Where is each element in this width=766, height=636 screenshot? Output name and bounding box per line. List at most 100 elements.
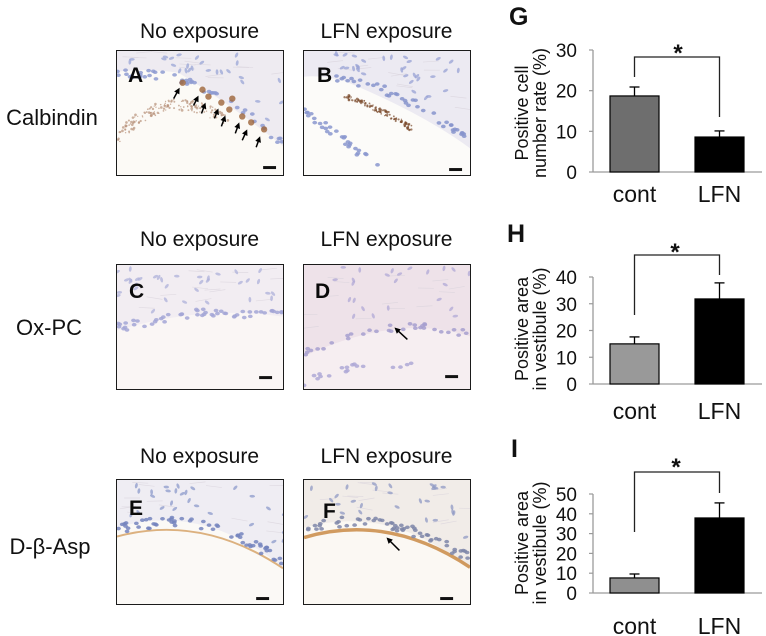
micrograph-panel-c: C [116, 264, 284, 390]
stain-line [117, 528, 283, 570]
micrograph-image [117, 51, 283, 175]
error-bar [629, 336, 640, 344]
scale-bar [259, 376, 273, 380]
y-tick-label: 40 [556, 268, 577, 289]
error-bar [629, 573, 640, 578]
panel-letter-b: B [317, 64, 333, 87]
bar-lfn [694, 517, 745, 594]
scale-bar [256, 597, 270, 601]
micrograph-image [304, 480, 470, 604]
panel-letter-e: E [129, 497, 144, 520]
positive-cell [248, 119, 255, 126]
positive-cell [199, 86, 206, 93]
arrow-icon [255, 136, 261, 148]
y-tick-label: 30 [556, 525, 577, 546]
error-bar [714, 282, 725, 299]
row-label-ox-pc: Ox-PC [16, 315, 82, 340]
y-tick-label: 30 [556, 295, 577, 316]
column-title-no-exposure: No exposure [139, 228, 260, 251]
positive-cell [179, 79, 186, 86]
x-tick-label: LFN [698, 398, 741, 424]
tissue-region [304, 265, 470, 357]
panel-letter-a: A [128, 64, 144, 87]
y-tick-label: 10 [556, 564, 577, 585]
micrograph-image [117, 480, 283, 604]
x-tick-label: cont [613, 398, 657, 424]
column-title-no-exposure: No exposure [139, 445, 260, 468]
positive-cell [239, 113, 246, 120]
arrow-icon [200, 102, 207, 114]
bar-cont [609, 343, 660, 385]
panel-letter-g: G [509, 3, 528, 31]
arrow-icon [173, 87, 180, 99]
y-tick-label: 30 [556, 41, 577, 62]
panel-letter-c: C [129, 280, 145, 303]
column-title-lfn-exposure: LFN exposure [320, 445, 453, 468]
micrograph-panel-b: B [303, 50, 471, 176]
scale-bar [449, 168, 463, 172]
micrograph-panel-f: F [303, 479, 471, 605]
positive-cell [218, 99, 225, 106]
x-tick-label: LFN [698, 181, 741, 207]
arrow-icon [192, 95, 199, 106]
row-label-calbindin: Calbindin [6, 105, 98, 130]
positive-cell [226, 106, 233, 113]
y-axis-label: number rate (%) [530, 48, 550, 178]
column-title-no-exposure: No exposure [139, 20, 260, 43]
arrow-icon [220, 115, 227, 127]
error-bar [714, 502, 725, 518]
bar-lfn [694, 136, 745, 173]
x-tick-label: cont [613, 613, 657, 636]
column-title-lfn-exposure: LFN exposure [320, 20, 453, 43]
y-tick-label: 40 [556, 505, 577, 526]
significance-bracket [633, 471, 721, 532]
y-tick-label: 20 [556, 544, 577, 565]
arrow-icon [241, 129, 248, 141]
panel-letter-d: D [315, 280, 331, 303]
bar-cont [609, 577, 660, 594]
micrograph-panel-d: D [303, 264, 471, 390]
y-tick-label: 10 [556, 348, 577, 369]
positive-cell [205, 93, 212, 100]
bar-lfn [694, 298, 745, 385]
y-tick-label: 50 [556, 485, 577, 506]
arrow-icon [394, 327, 408, 340]
significance-star: * [670, 239, 680, 266]
micrograph-panel-a: A [116, 50, 284, 176]
micrograph-image [304, 265, 470, 389]
y-axis-label: in vestibule (%) [530, 267, 550, 390]
tissue-region [304, 51, 470, 149]
tissue-region [117, 480, 283, 568]
panel-letter-i: I [511, 435, 518, 463]
significance-star: * [671, 454, 681, 481]
panel-letter-h: H [507, 220, 525, 248]
row-label-d-beta-asp: D-β-Asp [9, 534, 91, 559]
significance-bracket [633, 254, 721, 315]
stain-line [304, 528, 470, 569]
y-axis-label: Positive area [512, 276, 532, 381]
x-tick-label: LFN [698, 613, 741, 636]
y-axis-label: in vestibule (%) [530, 481, 550, 604]
scale-bar [263, 166, 277, 170]
tissue-region [117, 51, 283, 147]
y-tick-label: 20 [556, 82, 577, 103]
positive-cell [260, 126, 268, 133]
micrograph-image [117, 265, 283, 389]
scale-bar [445, 375, 459, 379]
y-tick-label: 10 [556, 122, 577, 143]
y-tick-label: 20 [556, 322, 577, 343]
positive-cell [229, 95, 236, 102]
arrow-icon [213, 108, 219, 119]
arrow-icon [234, 122, 241, 134]
scale-bar [440, 597, 454, 601]
significance-bracket [633, 56, 721, 117]
error-bar [629, 86, 640, 96]
bar-cont [609, 95, 660, 173]
y-tick-label: 0 [566, 375, 577, 396]
micrograph-panel-e: E [116, 479, 284, 605]
x-tick-label: cont [613, 181, 657, 207]
y-tick-label: 0 [566, 584, 577, 605]
